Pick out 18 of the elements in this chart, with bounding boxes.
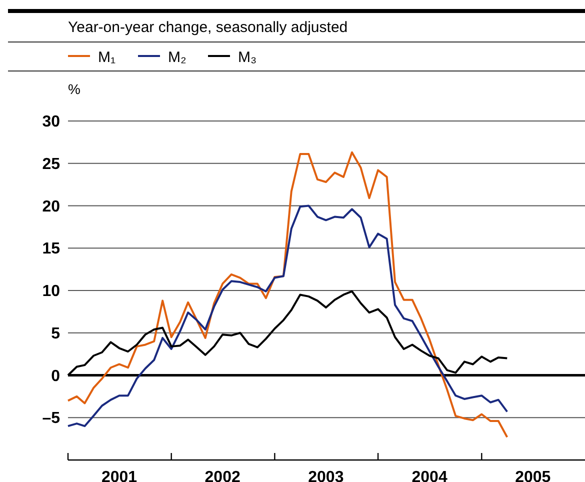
chart-subtitle: Year-on-year change, seasonally adjusted [68, 19, 348, 36]
x-tick-label: 2005 [515, 469, 551, 482]
y-axis-title: % [68, 81, 80, 97]
y-tick-label: 20 [42, 198, 60, 216]
y-tick-label: 15 [42, 240, 60, 258]
legend-label: M₃ [238, 49, 257, 66]
y-tick-label: 5 [51, 325, 60, 342]
x-tick-label: 2004 [412, 469, 448, 482]
y-tick-label: 30 [42, 114, 60, 130]
y-tick-label: 25 [42, 156, 60, 173]
legend-label: M₁ [98, 49, 116, 66]
y-tick-label: –5 [42, 410, 60, 428]
x-tick-label: 2003 [308, 469, 344, 482]
x-tick-label: 2001 [101, 469, 138, 482]
y-tick-label: 0 [51, 368, 60, 385]
y-tick-label: 10 [42, 283, 60, 300]
x-tick-label: 2002 [204, 469, 240, 482]
legend-label: M₂ [168, 49, 186, 66]
